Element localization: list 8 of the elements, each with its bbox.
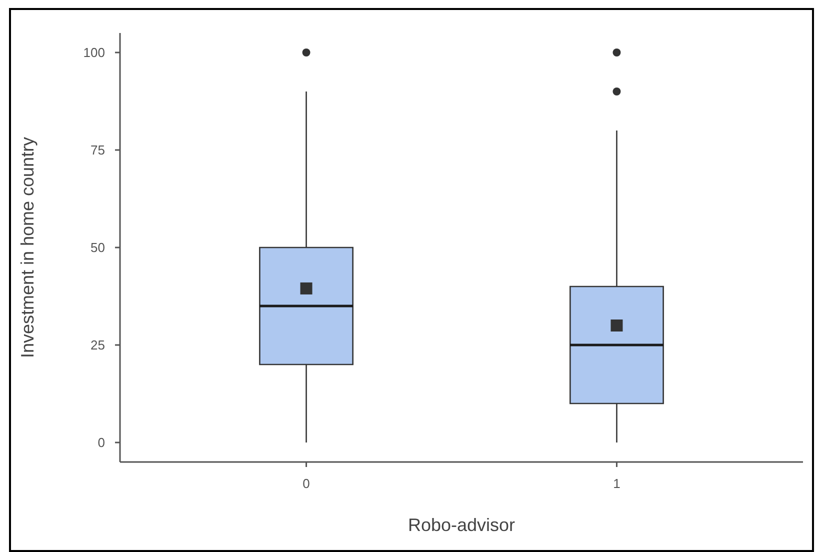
y-tick-label: 25 — [90, 338, 105, 353]
x-axis-title: Robo-advisor — [408, 515, 516, 535]
x-tick-label: 1 — [613, 476, 620, 492]
y-tick-label: 75 — [90, 142, 105, 158]
y-tick-label: 50 — [90, 240, 105, 256]
y-tick-label: 100 — [83, 45, 105, 60]
y-tick-label: 0 — [98, 435, 105, 450]
y-axis-title: Investment in home country — [17, 136, 38, 358]
